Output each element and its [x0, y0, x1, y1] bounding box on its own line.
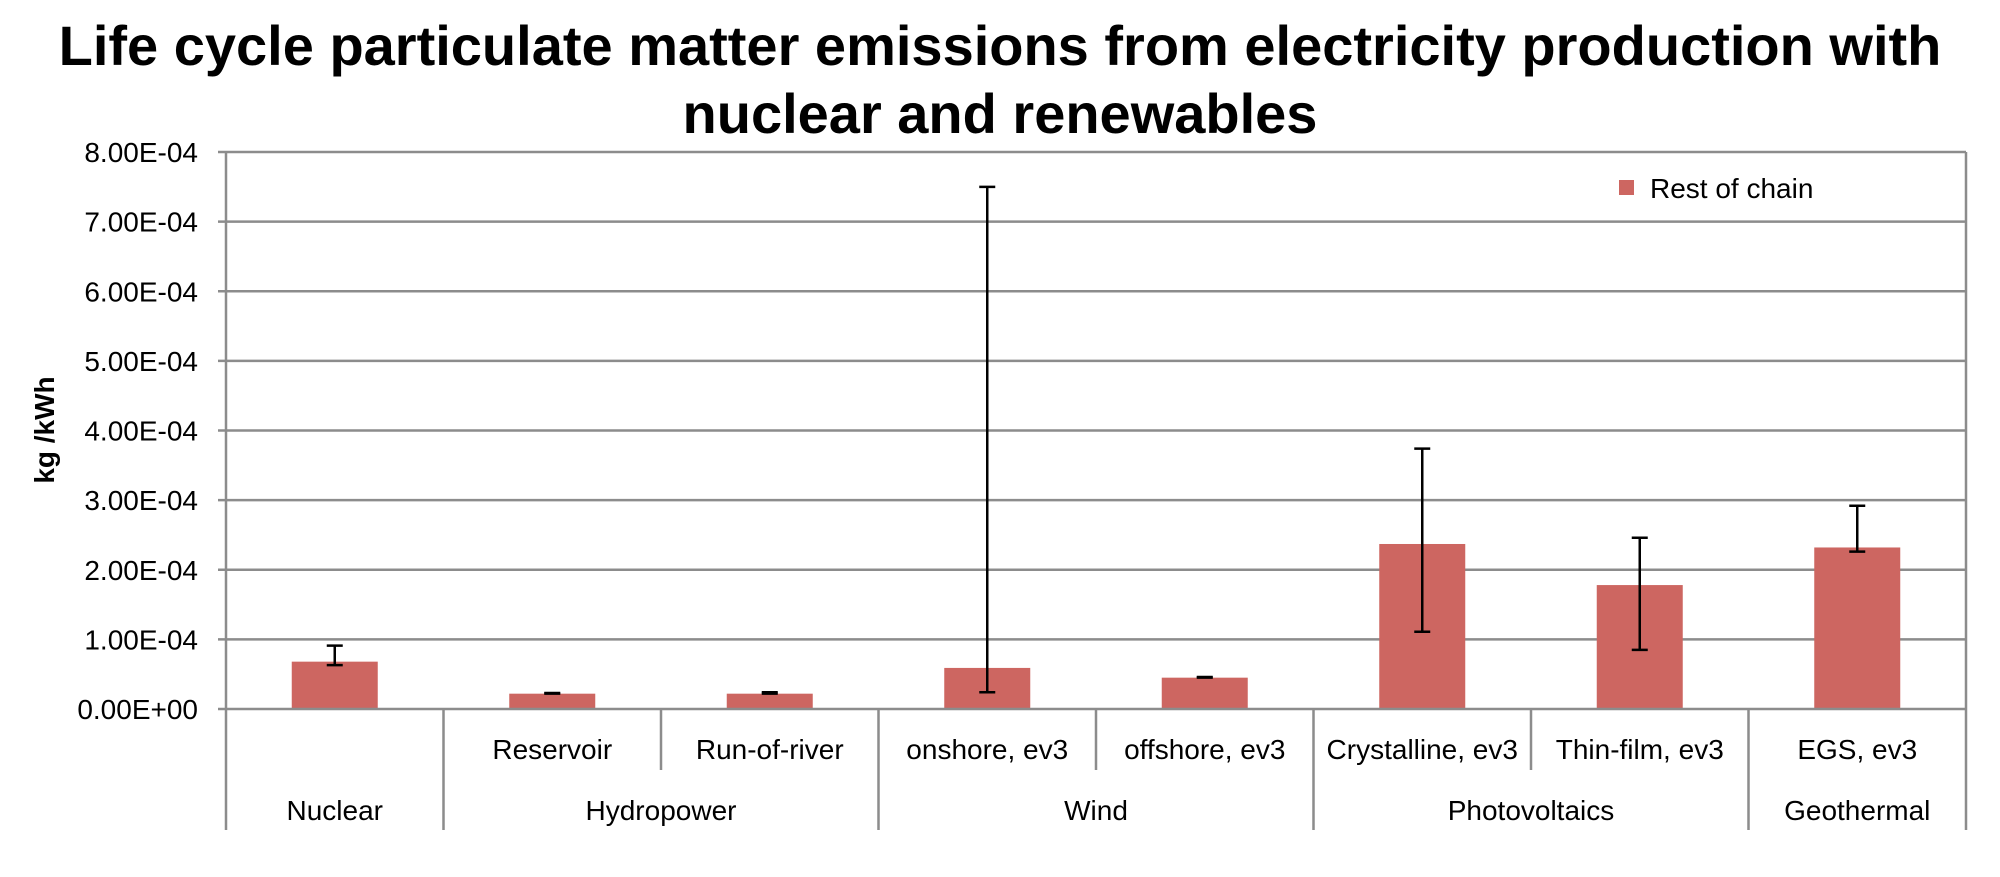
x-category-label: onshore, ev3 [906, 734, 1068, 765]
legend: Rest of chain [1619, 173, 1813, 204]
x-category-label: Run-of-river [696, 734, 844, 765]
y-tick-label: 0.00E+00 [77, 694, 198, 725]
legend-label: Rest of chain [1650, 173, 1813, 204]
y-axis-title: kg /kWh [29, 376, 60, 483]
x-group-label: Hydropower [586, 795, 737, 826]
x-category-label: Thin-film, ev3 [1556, 734, 1724, 765]
gridlines [226, 150, 1966, 641]
bar [1161, 677, 1248, 709]
x-group-label: Nuclear [287, 795, 383, 826]
y-tick-label: 3.00E-04 [84, 485, 198, 516]
y-tick-label: 1.00E-04 [84, 624, 198, 655]
error-bars [326, 185, 1866, 695]
x-group-label: Wind [1064, 795, 1128, 826]
chart-title: Life cycle particulate matter emissions … [58, 14, 1942, 145]
y-tick-label: 8.00E-04 [84, 137, 198, 168]
x-category-label: Crystalline, ev3 [1327, 734, 1518, 765]
x-category-label: Reservoir [492, 734, 612, 765]
y-tick-label: 7.00E-04 [84, 207, 198, 238]
x-category-label: EGS, ev3 [1797, 734, 1917, 765]
legend-swatch [1619, 180, 1634, 195]
x-group-label: Geothermal [1784, 795, 1930, 826]
y-tick-label: 4.00E-04 [84, 416, 198, 447]
bar [291, 661, 378, 709]
axes [218, 150, 1968, 830]
bar [1814, 547, 1901, 709]
x-category-label: offshore, ev3 [1124, 734, 1285, 765]
y-tick-label: 6.00E-04 [84, 276, 198, 307]
bar [726, 693, 813, 709]
y-tick-label: 2.00E-04 [84, 555, 198, 586]
bar [509, 693, 596, 709]
axis-labels: 0.00E+00 1.00E-04 2.00E-04 3.00E-04 4.00E-04… [77, 137, 1930, 826]
y-tick-label: 5.00E-04 [84, 346, 198, 377]
x-group-label: Photovoltaics [1448, 795, 1615, 826]
